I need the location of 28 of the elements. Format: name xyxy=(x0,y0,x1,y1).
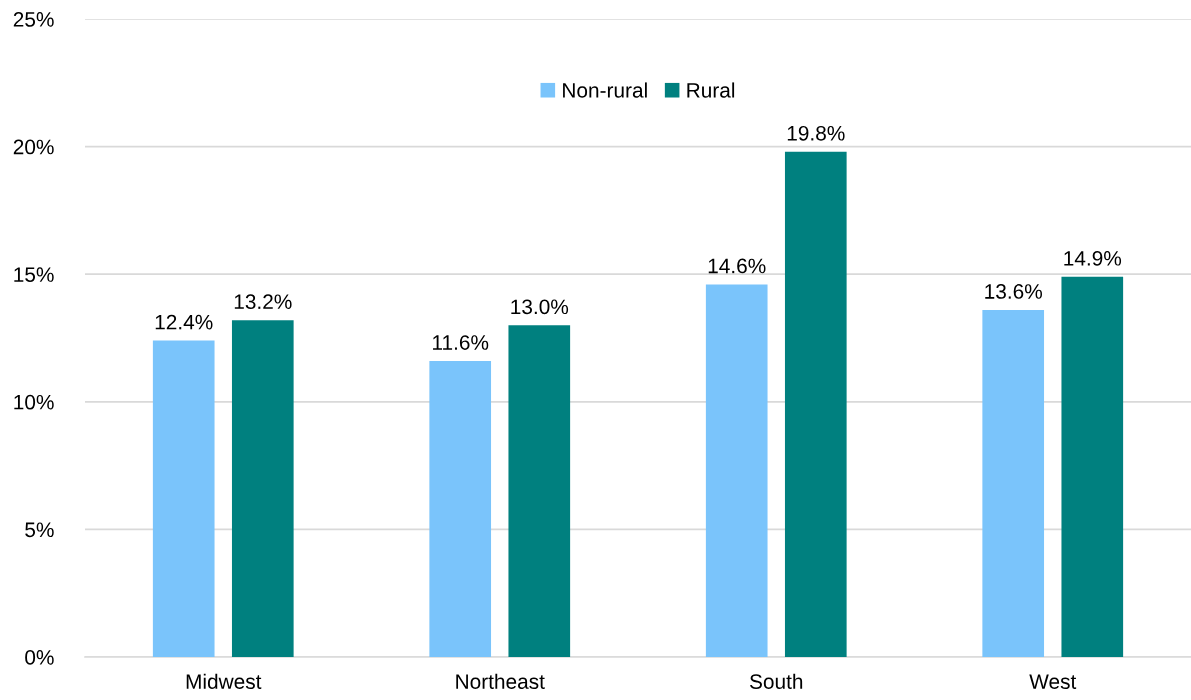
data-label: 14.6% xyxy=(708,258,766,274)
x-tick-label: West xyxy=(1029,674,1077,689)
y-tick-label: 25% xyxy=(13,12,54,27)
y-tick-label: 20% xyxy=(13,139,54,155)
data-label: 14.9% xyxy=(1064,250,1122,266)
bar xyxy=(231,320,294,657)
bar xyxy=(784,151,847,657)
bar xyxy=(982,309,1045,657)
bar xyxy=(152,340,215,657)
data-label: 12.4% xyxy=(155,314,213,330)
data-label: 13.0% xyxy=(511,299,569,315)
bar xyxy=(1061,276,1124,657)
data-label: 13.2% xyxy=(234,294,292,310)
y-tick-label: 10% xyxy=(14,394,54,410)
data-label: 11.6% xyxy=(433,335,489,350)
x-tick-label: South xyxy=(749,673,803,689)
bar xyxy=(429,360,492,657)
bar xyxy=(508,325,571,657)
y-tick-label: 15% xyxy=(14,267,54,282)
legend-label: Rural xyxy=(687,82,735,98)
y-tick-label: 0% xyxy=(25,650,54,665)
x-tick-label: Midwest xyxy=(186,673,262,689)
data-label: 13.6% xyxy=(985,284,1043,299)
y-tick-label: 5% xyxy=(25,522,54,538)
bar xyxy=(705,284,768,657)
x-tick-label: Northeast xyxy=(456,673,545,689)
data-label: 19.8% xyxy=(787,125,845,141)
legend-label: Non-rural xyxy=(563,82,647,98)
